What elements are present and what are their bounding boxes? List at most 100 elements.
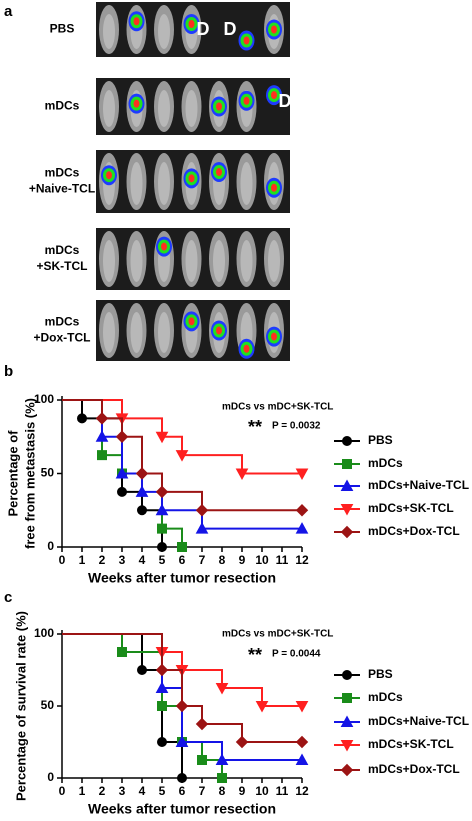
mouse-body bbox=[103, 312, 115, 353]
p-value: P = 0.0032 bbox=[272, 421, 321, 432]
legend-marker bbox=[342, 436, 352, 446]
marker bbox=[137, 505, 147, 516]
signal bbox=[216, 326, 222, 335]
y-tick-label: 0 bbox=[47, 770, 54, 784]
x-tick-label: 7 bbox=[199, 553, 206, 567]
legend-label: mDCs bbox=[368, 690, 403, 704]
signal bbox=[271, 91, 277, 100]
imaging-panel bbox=[96, 2, 290, 361]
legend-marker bbox=[342, 693, 352, 703]
x-tick-label: 6 bbox=[179, 553, 186, 567]
legend-label: mDCs+Dox-TCL bbox=[368, 524, 460, 538]
mouse-body bbox=[130, 312, 143, 353]
marker bbox=[295, 753, 309, 765]
mouse-body bbox=[103, 240, 115, 282]
signal bbox=[106, 171, 112, 180]
mouse-body bbox=[158, 312, 170, 353]
row-label: +SK-TCL bbox=[37, 259, 88, 273]
marker bbox=[157, 542, 167, 552]
marker bbox=[235, 735, 249, 749]
marker bbox=[177, 542, 187, 552]
dead-mark: D bbox=[197, 19, 210, 39]
marker bbox=[135, 485, 149, 497]
marker bbox=[155, 681, 169, 693]
signal bbox=[243, 344, 250, 353]
mouse-body bbox=[158, 90, 170, 127]
marker bbox=[175, 699, 189, 713]
x-tick-label: 11 bbox=[276, 784, 289, 798]
survival-curve bbox=[62, 399, 302, 475]
marker bbox=[137, 665, 147, 675]
row-label: mDCs bbox=[45, 243, 80, 257]
y-tick-label: 100 bbox=[34, 392, 54, 406]
legend-label: mDCs+SK-TCL bbox=[368, 501, 454, 515]
x-tick-label: 9 bbox=[239, 784, 246, 798]
marker bbox=[195, 522, 209, 534]
marker bbox=[157, 701, 167, 711]
row-label: mDCs bbox=[45, 99, 80, 113]
marker bbox=[155, 485, 169, 499]
signal bbox=[133, 99, 140, 108]
marker bbox=[155, 431, 169, 444]
legend-label: PBS bbox=[368, 667, 393, 681]
mouse-body bbox=[185, 240, 198, 282]
x-tick-label: 12 bbox=[295, 553, 309, 567]
x-tick-label: 5 bbox=[159, 784, 166, 798]
signal bbox=[271, 332, 277, 341]
x-tick-label: 1 bbox=[79, 553, 86, 567]
y-tick-label: 50 bbox=[41, 698, 55, 712]
row-label: mDCs bbox=[45, 166, 80, 180]
y-tick-label: 0 bbox=[47, 539, 54, 553]
marker bbox=[235, 468, 249, 481]
marker bbox=[217, 773, 227, 783]
dead-mark: D bbox=[279, 91, 292, 111]
row-label: PBS bbox=[50, 22, 75, 36]
signal bbox=[161, 242, 167, 251]
x-tick-label: 5 bbox=[159, 553, 166, 567]
legend-marker bbox=[342, 670, 352, 680]
mouse-body bbox=[213, 240, 225, 282]
dead-mark: D bbox=[224, 19, 237, 39]
significance: ** bbox=[248, 645, 262, 665]
signal bbox=[188, 317, 195, 326]
marker bbox=[95, 412, 109, 425]
mouse-body bbox=[185, 90, 198, 127]
x-axis-label: Weeks after tumor resection bbox=[88, 570, 276, 586]
marker bbox=[197, 755, 207, 765]
mouse-body bbox=[103, 90, 115, 127]
marker bbox=[175, 735, 189, 747]
marker bbox=[97, 450, 107, 461]
panel-label: c bbox=[4, 589, 12, 606]
survival-curve bbox=[62, 633, 302, 743]
x-tick-label: 2 bbox=[99, 553, 106, 567]
y-axis-label: Percentage of bbox=[5, 430, 20, 517]
marker bbox=[295, 504, 309, 517]
y-axis-label: Percentage of survival rate (%) bbox=[13, 611, 28, 801]
mouse-body bbox=[268, 240, 280, 282]
marker bbox=[117, 486, 127, 497]
signal bbox=[271, 183, 277, 192]
legend-label: PBS bbox=[368, 433, 393, 447]
marker bbox=[295, 735, 309, 749]
x-tick-label: 10 bbox=[255, 553, 269, 567]
x-tick-label: 11 bbox=[276, 553, 289, 567]
signal bbox=[243, 96, 250, 105]
signal bbox=[188, 174, 195, 183]
marker bbox=[95, 430, 109, 442]
x-tick-label: 4 bbox=[139, 784, 146, 798]
annotation: mDCs vs mDC+SK-TCL bbox=[222, 629, 333, 640]
marker bbox=[117, 647, 127, 657]
x-tick-label: 1 bbox=[79, 784, 86, 798]
signal bbox=[271, 25, 277, 34]
legend-label: mDCs bbox=[368, 456, 403, 470]
legend-marker bbox=[340, 504, 354, 516]
x-tick-label: 4 bbox=[139, 553, 146, 567]
marker bbox=[175, 450, 189, 462]
mouse-body bbox=[103, 14, 115, 49]
signal bbox=[243, 36, 250, 45]
x-tick-label: 0 bbox=[59, 784, 66, 798]
significance: ** bbox=[248, 417, 262, 437]
p-value: P = 0.0044 bbox=[272, 649, 321, 660]
signal bbox=[188, 20, 195, 28]
marker bbox=[295, 468, 309, 481]
